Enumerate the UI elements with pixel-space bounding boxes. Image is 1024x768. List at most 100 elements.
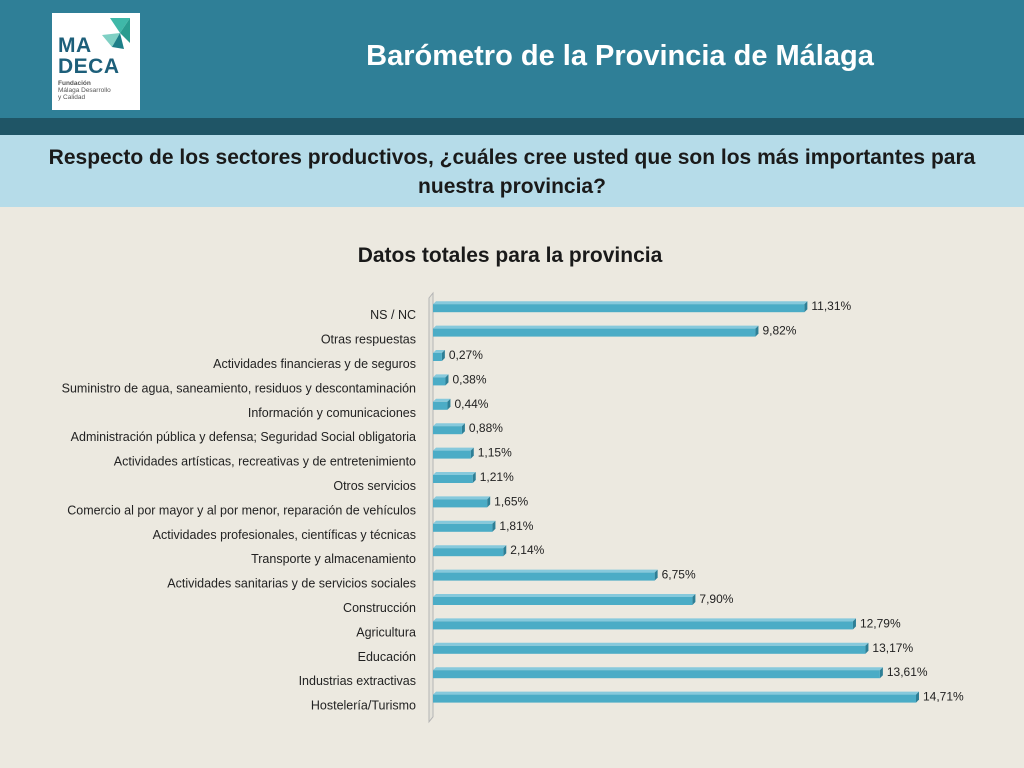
bar-side (879, 667, 883, 679)
bar-side (487, 496, 491, 508)
data-label: 1,81% (499, 519, 533, 533)
logo-text-ma: MA (58, 34, 92, 57)
category-label: Hostelería/Turismo (311, 699, 416, 713)
bar-top (433, 350, 445, 353)
logo-sub-malaga: Málaga Desarrollo (58, 87, 111, 94)
survey-question: Respecto de los sectores productivos, ¿c… (48, 146, 976, 198)
category-label: Agricultura (356, 625, 416, 639)
bar-side (492, 520, 496, 532)
category-label: Otras respuestas (321, 333, 416, 347)
bar (433, 645, 866, 654)
category-label: Transporte y almacenamiento (251, 552, 416, 566)
data-label: 2,14% (510, 543, 544, 557)
header-stripe (0, 118, 1024, 135)
bar-side (755, 325, 759, 337)
data-label: 0,88% (469, 421, 503, 435)
bar-top (433, 594, 696, 597)
header-band (0, 0, 1024, 118)
data-label: 1,15% (478, 446, 512, 460)
bar-side (445, 374, 449, 386)
bar (433, 377, 446, 386)
bar (433, 572, 655, 581)
category-label: Actividades artísticas, recreativas y de… (114, 455, 416, 469)
data-label: 0,27% (449, 348, 483, 362)
bar-side (470, 447, 474, 459)
data-label: 9,82% (762, 324, 796, 338)
bar (433, 450, 471, 459)
category-label: Actividades financieras y de seguros (213, 357, 416, 371)
bar-top (433, 301, 808, 305)
bar (433, 426, 462, 435)
data-label: 6,75% (662, 568, 696, 582)
category-label: Otros servicios (333, 479, 416, 493)
bar-side (692, 594, 696, 605)
bar (433, 597, 693, 605)
data-label: 1,21% (480, 470, 514, 484)
bar-chart: NS / NC 11,31% Otras respuestas 9,82% Activi… (62, 291, 964, 724)
bar (433, 401, 448, 410)
bar-top (433, 569, 658, 573)
bar-side (804, 301, 808, 313)
category-label: Comercio al por mayor y al por menor, re… (67, 503, 416, 517)
category-label: Actividades sanitarias y de servicios so… (167, 577, 416, 591)
category-label: Industrias extractivas (299, 674, 416, 688)
bar-side (461, 423, 465, 435)
bar (433, 523, 493, 532)
category-label: NS / NC (370, 308, 416, 322)
bar-side (447, 398, 451, 410)
bar (433, 621, 853, 630)
data-label: 11,31% (811, 299, 851, 313)
bar-side (441, 350, 445, 361)
bar (433, 670, 880, 679)
bar-top (433, 618, 856, 622)
category-label: Actividades profesionales, científicas y… (153, 528, 416, 542)
bar (433, 694, 916, 703)
category-label: Suministro de agua, saneamiento, residuo… (62, 381, 416, 395)
bar-top (433, 472, 476, 475)
bar (433, 475, 473, 483)
bar-top (433, 447, 474, 451)
bar (433, 328, 756, 337)
bar-top (433, 642, 869, 646)
bar-top (433, 496, 491, 500)
bar-top (433, 398, 451, 402)
category-label: Construcción (343, 601, 416, 615)
bar-side (852, 618, 856, 630)
bar-top (433, 325, 759, 329)
bar-side (916, 691, 919, 703)
data-label: 0,44% (454, 397, 488, 411)
bar-top (433, 374, 449, 378)
bar (433, 353, 442, 361)
bar-side (865, 642, 869, 654)
logo-sub-fundacion: Fundación (58, 80, 91, 87)
data-label: 13,61% (887, 665, 928, 679)
bar-top (433, 520, 496, 524)
madeca-logo: MA DECA Fundación Málaga Desarrollo y Ca… (52, 13, 140, 110)
bar-top (433, 545, 507, 549)
axis-wall (428, 291, 434, 724)
bar-top (433, 423, 465, 427)
logo-triangles-icon (102, 18, 130, 49)
bar-side (472, 472, 476, 483)
slide-title: Barómetro de la Provincia de Málaga (366, 40, 874, 72)
logo-text-deca: DECA (58, 55, 120, 78)
bar (433, 304, 805, 313)
data-label: 0,38% (452, 372, 486, 386)
bar (433, 499, 488, 508)
category-label: Administración pública y defensa; Seguri… (71, 430, 416, 444)
data-label: 7,90% (699, 592, 733, 606)
bar (433, 548, 504, 557)
data-label: 13,17% (872, 641, 913, 655)
bar-side (503, 545, 507, 557)
question-band (0, 135, 1024, 207)
data-label: 1,65% (494, 494, 528, 508)
logo-sub-calidad: y Calidad (58, 94, 86, 101)
bar-side (654, 569, 658, 581)
chart-title: Datos totales para la provincia (357, 244, 663, 267)
category-label: Educación (358, 650, 416, 664)
data-label: 12,79% (860, 616, 901, 630)
category-label: Información y comunicaciones (248, 406, 416, 420)
bar-top (433, 691, 919, 695)
bar-top (433, 667, 883, 671)
data-label: 14,71% (923, 690, 964, 704)
